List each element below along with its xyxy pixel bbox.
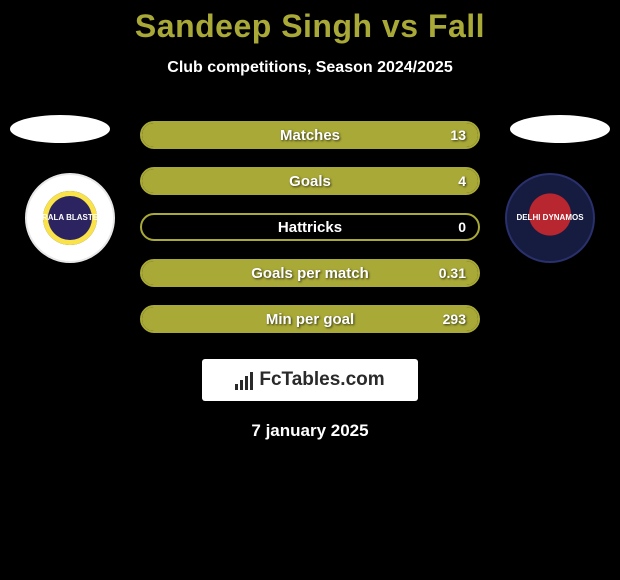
brand-chart-icon: [235, 370, 253, 390]
stat-row-goals-per-match: Goals per match0.31: [140, 259, 480, 287]
comparison-card: Sandeep Singh vs Fall Club competitions,…: [0, 0, 620, 441]
stat-value-right: 0: [458, 219, 466, 235]
stat-label: Matches: [142, 127, 478, 144]
brand-box[interactable]: FcTables.com: [202, 359, 418, 401]
player-marker-left: [10, 115, 110, 143]
stat-row-goals: Goals4: [140, 167, 480, 195]
stat-value-right: 4: [458, 173, 466, 189]
club-logo-left: KERALA BLASTERS: [25, 173, 115, 263]
date-label: 7 january 2025: [0, 421, 620, 441]
stat-value-right: 0.31: [439, 265, 466, 281]
stat-label: Goals: [142, 173, 478, 190]
club-logo-right: DELHI DYNAMOS: [505, 173, 595, 263]
stat-row-hattricks: Hattricks0: [140, 213, 480, 241]
club-label-left: KERALA BLASTERS: [31, 214, 109, 223]
stat-value-right: 13: [450, 127, 466, 143]
stat-label: Min per goal: [142, 311, 478, 328]
stat-rows: Matches13 Goals4 Hattricks0 Goals per match…: [140, 121, 480, 333]
stat-row-min-per-goal: Min per goal293: [140, 305, 480, 333]
stat-row-matches: Matches13: [140, 121, 480, 149]
stats-area: KERALA BLASTERS DELHI DYNAMOS Matches13 G…: [0, 121, 620, 333]
stat-label: Hattricks: [142, 219, 478, 236]
subtitle: Club competitions, Season 2024/2025: [0, 59, 620, 77]
stat-label: Goals per match: [142, 265, 478, 282]
page-title: Sandeep Singh vs Fall: [0, 8, 620, 45]
stat-value-right: 293: [443, 311, 466, 327]
club-label-right: DELHI DYNAMOS: [516, 214, 583, 223]
brand-text: FcTables.com: [259, 369, 384, 391]
player-marker-right: [510, 115, 610, 143]
